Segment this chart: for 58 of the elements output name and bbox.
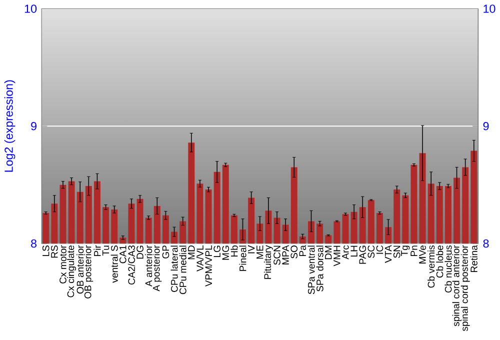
x-tick-label: MPA: [282, 245, 289, 265]
x-tick-label: Pineal: [239, 246, 246, 272]
x-tick-label: spinal cord anterior: [452, 245, 462, 326]
x-tick-label: DG: [136, 246, 144, 259]
x-tick-label: OB posterior: [84, 245, 94, 299]
x-tick-label: VA/VL: [196, 246, 204, 272]
x-tick-label: CA2/CA3: [128, 246, 135, 285]
x-tick-label: LS: [42, 246, 50, 256]
x-tick-label: PAG: [359, 246, 366, 264]
x-tick-label: SO: [290, 246, 298, 259]
x-tick-label: SPa dorsal: [316, 246, 324, 292]
x-tick-label: Cb vermis: [428, 246, 435, 288]
x-tick-label: CPu medial: [179, 246, 186, 294]
x-tick-label: DM: [325, 246, 332, 260]
x-tick-label: SPa ventral: [308, 246, 315, 294]
x-tick-label: VPM/VPL: [204, 246, 212, 287]
x-tick-label: Pituitary: [264, 245, 273, 280]
x-tick-label: Cx motor: [60, 245, 66, 284]
x-tick-label: VMH: [334, 246, 340, 267]
y-tick-label: 10: [24, 4, 37, 14]
x-tick-label: IV: [248, 245, 255, 254]
y2-tick-label: 10: [484, 4, 496, 14]
x-tick-label: IC: [376, 246, 384, 254]
x-tick-label: A anterior: [145, 245, 152, 287]
y2-tick-label: 9: [483, 122, 489, 130]
x-tick-label: LG: [214, 246, 220, 258]
x-tick-label: MG: [222, 246, 230, 260]
x-tick-label: LH: [350, 246, 358, 257]
x-tick-label: GP: [162, 246, 170, 259]
y-tick-label: 9: [31, 122, 36, 130]
x-tick-label: Pn: [410, 246, 418, 256]
x-tick-label: Cx cingulate: [67, 246, 76, 298]
x-tick-label: Cb lobe: [436, 246, 444, 278]
x-tick-label: MVe: [419, 246, 426, 264]
x-tick-label: spinal cord posterior: [460, 245, 470, 332]
x-tick-label: OB anterior: [76, 245, 84, 294]
x-tick-label: Hb: [230, 246, 238, 257]
x-tick-label: Tu: [102, 246, 110, 256]
x-tick-label: Cb nucleus: [444, 246, 452, 293]
y2-tick-label: 8: [483, 240, 489, 248]
x-tick-label: ventral S: [110, 246, 118, 284]
x-tick-label: ME: [256, 246, 264, 259]
y-axis-title: Log2 (expression): [4, 80, 16, 172]
x-tick-label: Arc: [342, 246, 349, 260]
x-tick-label: VTA: [384, 245, 392, 264]
x-tick-label: Pir: [94, 245, 101, 256]
x-tick-label: Retina: [470, 245, 478, 272]
x-tick-label: A posterior: [152, 245, 162, 292]
x-tick-label: Pa: [299, 245, 306, 256]
y-tick-label: 8: [31, 240, 36, 248]
x-tick-label: CA1: [120, 246, 126, 264]
x-tick-label: SC: [368, 246, 375, 258]
x-tick-label: MD: [188, 246, 195, 260]
x-tick-label: RS: [51, 246, 58, 258]
x-tick-label: SCN: [274, 246, 280, 266]
x-tick-label: SN: [393, 246, 400, 258]
x-tick-label: Tg: [401, 246, 410, 256]
x-tick-label: CPu lateral: [170, 246, 178, 292]
